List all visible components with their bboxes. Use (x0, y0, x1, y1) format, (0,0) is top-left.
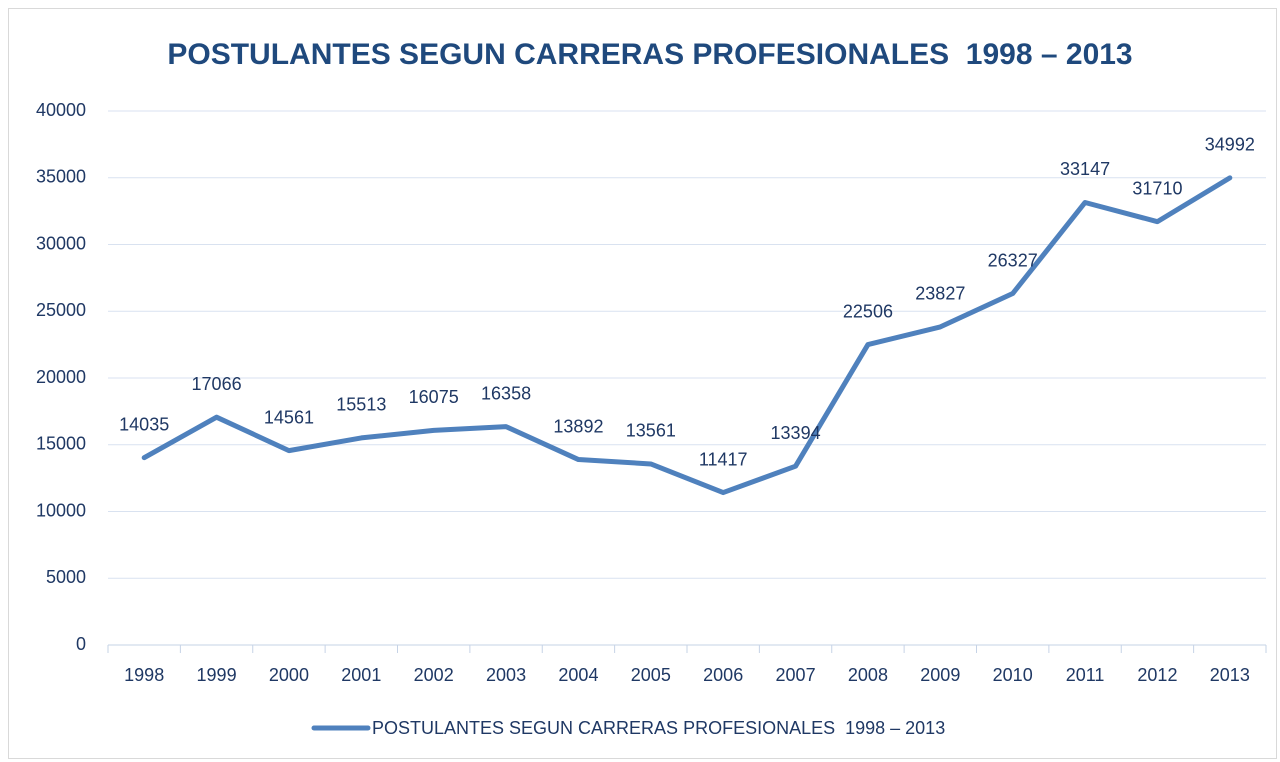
x-tick-label: 2011 (1066, 665, 1105, 685)
data-label: 14561 (264, 407, 314, 427)
y-tick-label: 0 (76, 634, 86, 654)
chart-title: POSTULANTES SEGUN CARRERAS PROFESIONALES… (167, 38, 1132, 71)
data-label: 13394 (771, 423, 821, 443)
x-tick-label: 2008 (848, 665, 888, 685)
data-label: 13561 (626, 421, 676, 441)
data-label: 26327 (988, 250, 1038, 270)
data-label: 13892 (553, 416, 603, 436)
data-label: 11417 (699, 449, 748, 469)
legend-label: POSTULANTES SEGUN CARRERAS PROFESIONALES… (372, 718, 945, 738)
x-tick-label: 2010 (993, 665, 1033, 685)
data-label: 16358 (481, 383, 531, 403)
x-tick-label: 2003 (486, 665, 526, 685)
data-label: 14035 (119, 414, 169, 434)
x-tick-label: 2002 (414, 665, 454, 685)
x-tick-label: 2009 (920, 665, 960, 685)
x-tick-label: 2007 (776, 665, 816, 685)
y-tick-label: 5000 (46, 567, 86, 587)
y-tick-label: 35000 (36, 167, 86, 187)
y-tick-label: 30000 (36, 233, 86, 253)
x-tick-label: 1998 (124, 665, 164, 685)
data-label: 15513 (336, 395, 386, 415)
data-label: 34992 (1205, 135, 1255, 155)
data-label: 16075 (409, 387, 459, 407)
x-tick-label: 1999 (197, 665, 237, 685)
data-label: 33147 (1060, 159, 1110, 179)
y-tick-label: 15000 (36, 434, 86, 454)
x-tick-label: 2004 (558, 665, 598, 685)
data-label: 23827 (915, 284, 965, 304)
x-tick-label: 2006 (703, 665, 743, 685)
y-tick-label: 20000 (36, 367, 86, 387)
data-label: 31710 (1132, 178, 1182, 198)
y-tick-label: 40000 (36, 100, 86, 120)
data-label: 17066 (192, 374, 242, 394)
y-tick-label: 25000 (36, 300, 86, 320)
x-tick-label: 2001 (341, 665, 381, 685)
data-label: 22506 (843, 301, 893, 321)
y-tick-label: 10000 (36, 500, 86, 520)
x-tick-label: 2000 (269, 665, 309, 685)
x-tick-label: 2005 (631, 665, 671, 685)
chart-frame (8, 8, 1277, 759)
x-tick-label: 2013 (1210, 665, 1250, 685)
x-tick-label: 2012 (1137, 665, 1177, 685)
data-line (141, 175, 1233, 496)
